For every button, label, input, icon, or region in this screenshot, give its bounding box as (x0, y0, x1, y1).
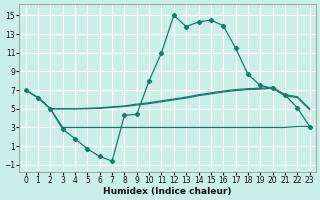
X-axis label: Humidex (Indice chaleur): Humidex (Indice chaleur) (103, 187, 232, 196)
